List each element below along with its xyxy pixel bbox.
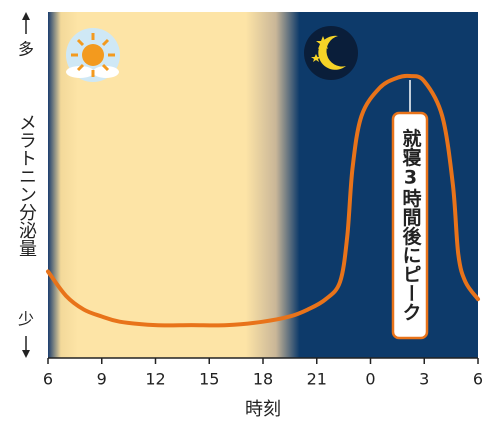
x-tick-label: 6 [473, 370, 483, 389]
x-tick-label: 6 [43, 370, 53, 389]
y-top-label: 多 [18, 40, 34, 59]
y-axis-label: メラトニン分泌量 [16, 113, 37, 257]
moon-icon [304, 26, 358, 80]
annotation: 就寝3時間後にピーク [400, 127, 422, 321]
x-tick-label: 21 [307, 370, 327, 389]
x-tick-label: 15 [199, 370, 219, 389]
x-tick-label: 12 [145, 370, 165, 389]
x-tick-label: 3 [419, 370, 429, 389]
y-bottom-label: 少 [18, 310, 34, 329]
x-axis-label: 時刻 [245, 399, 281, 420]
sun-icon [66, 28, 120, 82]
x-tick-label: 0 [365, 370, 375, 389]
annotation-box [391, 111, 429, 340]
x-tick-label: 9 [97, 370, 107, 389]
melatonin-line [46, 73, 480, 328]
y-arrows [22, 12, 30, 358]
x-tick-label: 18 [253, 370, 273, 389]
